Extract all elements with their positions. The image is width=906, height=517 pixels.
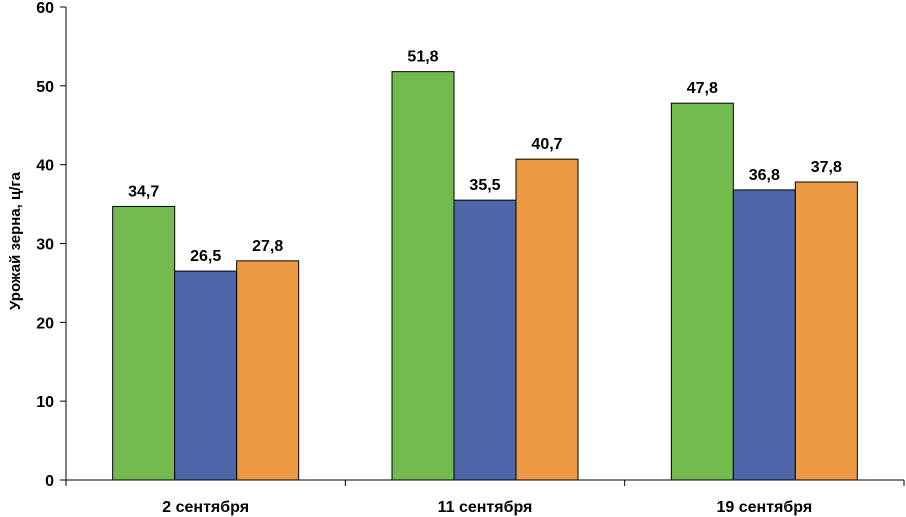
data-label: 34,7 <box>128 183 159 200</box>
data-label: 37,8 <box>811 159 842 176</box>
data-label: 51,8 <box>407 49 438 66</box>
plot-area: 0 10 20 30 40 50 60 34,7 26,5 27,8 2 сентября 51,8 3… <box>36 0 905 516</box>
data-label: 35,5 <box>469 177 500 194</box>
bar <box>515 158 579 481</box>
bar <box>670 102 734 481</box>
data-label: 47,8 <box>687 80 718 97</box>
x-tick-label: 2 сентября <box>162 499 249 516</box>
y-tick-label: 20 <box>36 315 54 332</box>
y-tick-label: 40 <box>36 158 54 175</box>
x-tick-label: 11 сентября <box>438 499 533 516</box>
bar <box>453 199 517 481</box>
y-tick-label: 60 <box>36 0 54 17</box>
bar <box>391 71 455 481</box>
bar <box>794 181 858 481</box>
y-tick-label: 0 <box>45 473 54 490</box>
data-label: 27,8 <box>252 238 283 255</box>
x-tick-label: 19 сентября <box>717 499 813 516</box>
y-tick-label: 10 <box>36 394 54 411</box>
bar <box>174 270 238 481</box>
y-tick-label: 50 <box>36 79 54 96</box>
bar <box>112 205 176 481</box>
y-axis-label: Урожай зерна, ц/га <box>7 171 24 310</box>
data-label: 36,8 <box>749 167 780 184</box>
data-label: 40,7 <box>531 136 562 153</box>
data-label: 26,5 <box>190 248 221 265</box>
y-tick-label: 30 <box>36 237 54 254</box>
bar <box>236 260 300 481</box>
bar <box>732 189 796 481</box>
